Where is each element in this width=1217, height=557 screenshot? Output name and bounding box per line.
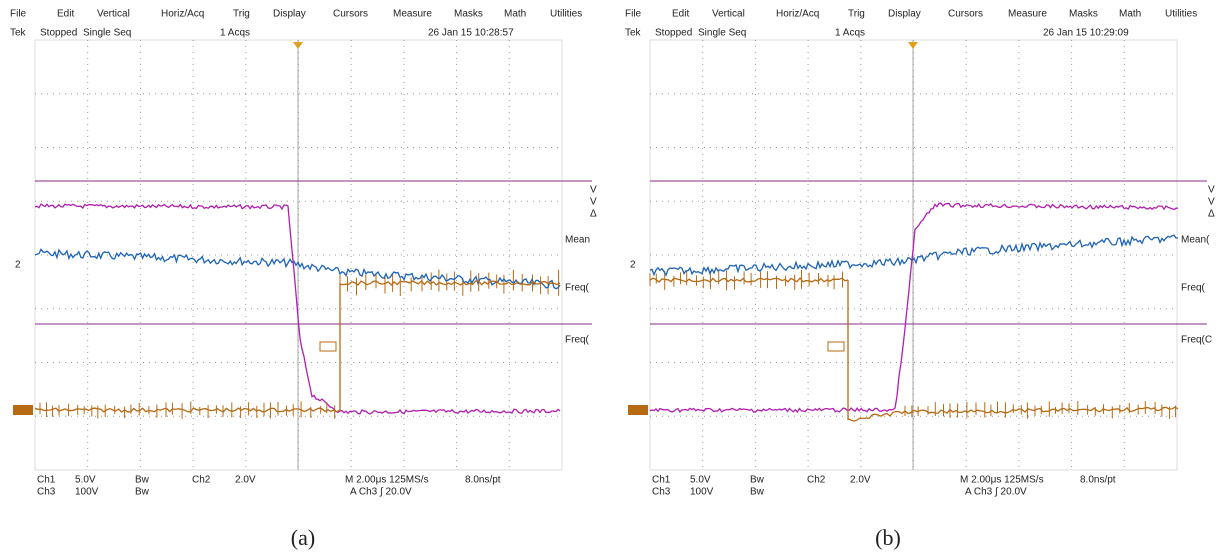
menu-item[interactable]: File bbox=[10, 9, 27, 20]
acq-state: Stopped bbox=[40, 28, 77, 39]
readout-ch3-bw: Bw bbox=[135, 487, 150, 498]
readout-ch1-bw: Bw bbox=[750, 475, 765, 486]
ground-marker bbox=[628, 405, 648, 415]
readout-ch2: Ch2 bbox=[192, 475, 211, 486]
readout-timebase: M 2.00μs 125MS/s bbox=[960, 475, 1044, 486]
readout-ch3: Ch3 bbox=[652, 487, 671, 498]
side-mark: V bbox=[1208, 197, 1215, 208]
acq-mode: Single Seq bbox=[83, 28, 131, 39]
readout-ch2: Ch2 bbox=[807, 475, 826, 486]
measurement-label: Freq(C bbox=[1181, 335, 1212, 346]
acq-mode: Single Seq bbox=[698, 28, 746, 39]
timestamp: 26 Jan 15 10:28:57 bbox=[428, 28, 514, 39]
readout-ch1: Ch1 bbox=[652, 475, 671, 486]
readout-trigger: A Ch3 ∫ 20.0V bbox=[350, 487, 412, 498]
menu-item[interactable]: Masks bbox=[454, 9, 483, 20]
readout-ch2-scale: 2.0V bbox=[850, 475, 871, 486]
caption: (b) bbox=[875, 525, 901, 550]
readout-resolution: 8.0ns/pt bbox=[465, 475, 501, 486]
side-mark: V bbox=[590, 185, 597, 196]
brand: Tek bbox=[10, 28, 27, 39]
menu-item[interactable]: Trig bbox=[233, 9, 250, 20]
side-mark: Δ bbox=[1208, 209, 1215, 220]
readout-ch1-scale: 5.0V bbox=[690, 475, 711, 486]
trigger-tag bbox=[828, 342, 844, 351]
caption: (a) bbox=[291, 525, 315, 550]
menu-item[interactable]: Math bbox=[1119, 9, 1141, 20]
menu-item[interactable]: Horiz/Acq bbox=[776, 9, 819, 20]
readout-ch3-scale: 100V bbox=[690, 487, 714, 498]
menu-item[interactable]: Display bbox=[273, 9, 306, 20]
readout-ch3-bw: Bw bbox=[750, 487, 765, 498]
measurement-label: Freq( bbox=[565, 283, 590, 294]
measurement-label: Freq( bbox=[565, 335, 590, 346]
menu-item[interactable]: Trig bbox=[848, 9, 865, 20]
menu-item[interactable]: Vertical bbox=[712, 9, 745, 20]
menu-item[interactable]: Measure bbox=[393, 9, 432, 20]
menu-item[interactable]: Utilities bbox=[550, 9, 582, 20]
ground-marker bbox=[13, 405, 33, 415]
menu-item[interactable]: Cursors bbox=[333, 9, 368, 20]
readout-ch3-scale: 100V bbox=[75, 487, 99, 498]
figure: File Edit Vertical Horiz/Acq Trig Display Curs… bbox=[0, 0, 1217, 557]
scope-screenshot: File Edit Vertical Horiz/Acq Trig Display Curs… bbox=[10, 9, 597, 550]
scope-screenshot: File Edit Vertical Horiz/Acq Trig Display Curs… bbox=[625, 9, 1215, 550]
acq-count: 1 Acqs bbox=[835, 28, 865, 39]
measurement-label: Mean( bbox=[1181, 235, 1210, 246]
readout-ch1-scale: 5.0V bbox=[75, 475, 96, 486]
readout-timebase: M 2.00μs 125MS/s bbox=[345, 475, 429, 486]
readout-trigger: A Ch3 ∫ 20.0V bbox=[965, 487, 1027, 498]
menu-item[interactable]: Horiz/Acq bbox=[161, 9, 204, 20]
menu-item[interactable]: Math bbox=[504, 9, 526, 20]
channel-marker: 2 bbox=[630, 260, 636, 271]
readout-ch1: Ch1 bbox=[37, 475, 56, 486]
acq-state: Stopped bbox=[655, 28, 692, 39]
menu-item[interactable]: Display bbox=[888, 9, 921, 20]
page: File Edit Vertical Horiz/Acq Trig Display Curs… bbox=[0, 0, 1217, 557]
menu-item[interactable]: Measure bbox=[1008, 9, 1047, 20]
channel-marker: 2 bbox=[15, 260, 21, 271]
menu-item[interactable]: Masks bbox=[1069, 9, 1098, 20]
menu-item[interactable]: Edit bbox=[57, 9, 74, 20]
side-mark: Δ bbox=[590, 209, 597, 220]
timestamp: 26 Jan 15 10:29:09 bbox=[1043, 28, 1129, 39]
readout-ch3: Ch3 bbox=[37, 487, 56, 498]
readout-ch2-scale: 2.0V bbox=[235, 475, 256, 486]
menu-item[interactable]: Vertical bbox=[97, 9, 130, 20]
readout-resolution: 8.0ns/pt bbox=[1080, 475, 1116, 486]
brand: Tek bbox=[625, 28, 642, 39]
readout-ch1-bw: Bw bbox=[135, 475, 150, 486]
measurement-label: Mean bbox=[565, 235, 590, 246]
trigger-tag bbox=[320, 342, 336, 351]
acq-count: 1 Acqs bbox=[220, 28, 250, 39]
menu-item[interactable]: Utilities bbox=[1165, 9, 1197, 20]
menu-item[interactable]: Edit bbox=[672, 9, 689, 20]
side-mark: V bbox=[590, 197, 597, 208]
menu-item[interactable]: Cursors bbox=[948, 9, 983, 20]
measurement-label: Freq( bbox=[1181, 283, 1206, 294]
side-mark: V bbox=[1208, 185, 1215, 196]
menu-item[interactable]: File bbox=[625, 9, 642, 20]
